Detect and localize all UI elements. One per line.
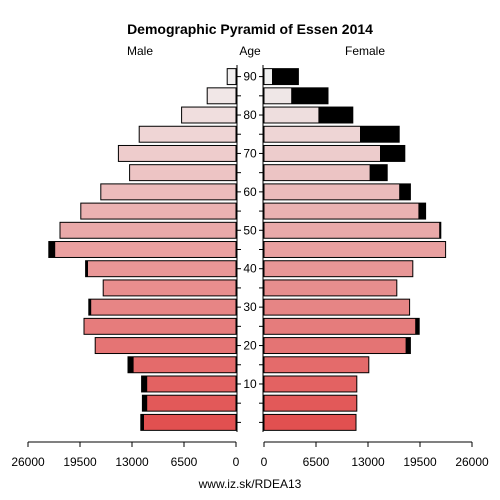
- female-foreign-bar-65-69: [369, 164, 388, 181]
- male-bar-0-4: [140, 413, 237, 431]
- female-bar-50-54: [263, 221, 442, 239]
- male-foreign-bar-10-14: [141, 376, 148, 392]
- male-bar-60-64: [100, 183, 237, 201]
- female-x-tick-label: 19500: [403, 455, 437, 469]
- male-bar-35-39: [102, 279, 237, 297]
- female-foreign-bar-50-54: [439, 222, 441, 239]
- female-foreign-bar-75-79: [360, 126, 400, 143]
- male-bar-55-59: [80, 202, 237, 220]
- female-foreign-bar-80-84: [318, 107, 353, 123]
- male-x-tick-label: 6500: [171, 455, 198, 469]
- female-bar-40-44: [263, 260, 414, 278]
- age-tick-label: 90: [243, 70, 257, 84]
- female-bar-55-59: [263, 202, 427, 220]
- male-bar-85-89: [206, 87, 237, 105]
- male-bar-50-54: [59, 221, 237, 239]
- male-bar-65-69: [129, 164, 237, 182]
- male-bar-30-34: [88, 298, 237, 316]
- male-bar-5-9: [141, 394, 237, 412]
- age-tick-label: 40: [243, 262, 257, 276]
- male-foreign-bar-40-44: [85, 260, 88, 277]
- female-x-tick-label: 0: [261, 455, 268, 469]
- female-foreign-bar-85-89: [291, 87, 328, 104]
- male-bar-70-74: [117, 144, 237, 162]
- male-bar-40-44: [85, 260, 237, 278]
- age-tick-label: 70: [243, 146, 257, 160]
- age-tick-label: 50: [243, 223, 257, 237]
- female-bar-0-4: [263, 413, 357, 431]
- bars-layer: [48, 68, 447, 431]
- male-x-tick-label: 13000: [115, 455, 149, 469]
- female-foreign-bar-55-59: [418, 203, 426, 220]
- male-bar-25-29: [83, 317, 237, 335]
- female-bar-5-9: [263, 394, 358, 412]
- male-foreign-bar-30-34: [88, 299, 92, 316]
- female-bar-45-49: [263, 241, 447, 258]
- female-foreign-bar-60-64: [399, 183, 411, 200]
- female-foreign-bar-90+: [272, 68, 299, 85]
- female-bar-60-64: [263, 183, 411, 201]
- male-bar-75-79: [138, 125, 237, 143]
- age-tick-label: 20: [243, 339, 257, 353]
- age-tick-label: 30: [243, 300, 257, 314]
- male-bar-20-24: [94, 337, 237, 355]
- female-bar-65-69: [263, 164, 388, 182]
- male-label: Male: [127, 44, 153, 58]
- female-x-tick-label: 13000: [351, 455, 385, 469]
- male-foreign-bar-45-49: [48, 241, 56, 258]
- female-bar-10-14: [263, 375, 358, 393]
- male-bar-90+: [226, 68, 237, 86]
- female-bar-25-29: [263, 317, 420, 335]
- age-tick-label: 10: [243, 377, 257, 391]
- female-foreign-bar-70-74: [380, 145, 405, 162]
- male-bar-80-84: [181, 106, 237, 124]
- age-tick-label: 80: [243, 108, 257, 122]
- male-x-tick-label: 0: [233, 455, 240, 469]
- axes-layer: 26000 19500 13000 6500 0 0 6500 13000 19500 26000…: [11, 65, 489, 469]
- female-x-tick-label: 6500: [303, 455, 330, 469]
- male-foreign-bar-5-9: [142, 395, 148, 412]
- male-foreign-bar-0-4: [140, 414, 144, 431]
- female-bar-30-34: [263, 298, 411, 316]
- female-foreign-bar-25-29: [415, 318, 420, 335]
- male-x-tick-label: 19500: [63, 455, 97, 469]
- male-bar-10-14: [141, 375, 237, 393]
- age-tick-label: 60: [243, 185, 257, 199]
- male-bar-45-49: [48, 241, 237, 258]
- male-bar-15-19: [127, 356, 237, 374]
- female-bar-20-24: [263, 337, 411, 355]
- male-x-tick-label: 26000: [11, 455, 45, 469]
- age-label: Age: [239, 44, 261, 58]
- female-bar-15-19: [263, 356, 370, 374]
- female-bar-35-39: [263, 279, 398, 297]
- male-foreign-bar-15-19: [128, 356, 134, 373]
- footer-source: www.iz.sk/RDEA13: [198, 477, 302, 491]
- chart-title: Demographic Pyramid of Essen 2014: [127, 21, 373, 37]
- female-x-tick-label: 26000: [455, 455, 489, 469]
- female-foreign-bar-20-24: [405, 337, 411, 354]
- female-label: Female: [345, 44, 385, 58]
